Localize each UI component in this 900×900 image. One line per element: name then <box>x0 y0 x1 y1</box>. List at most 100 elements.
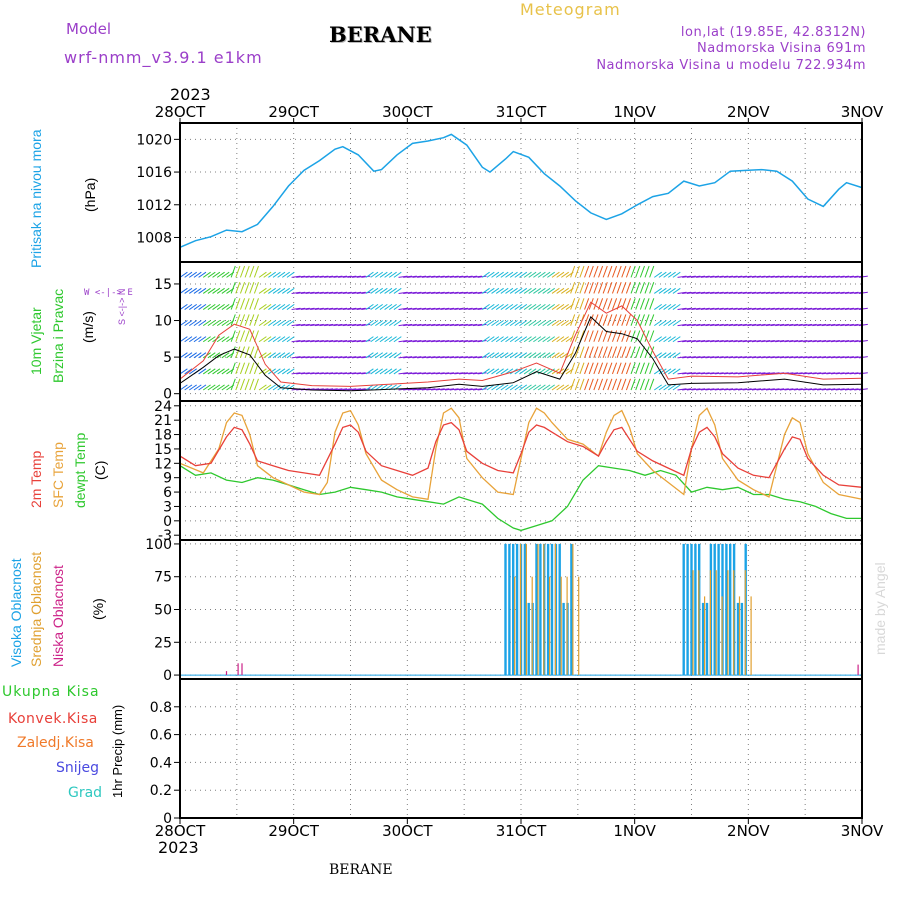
wind-arrow <box>733 323 743 327</box>
wind-arrow <box>444 291 455 294</box>
wind-arrow <box>542 271 551 278</box>
wind-arrow <box>635 378 641 391</box>
wind-arrow <box>849 372 859 375</box>
wind-arrow <box>807 323 817 327</box>
wind-arrow <box>756 291 766 294</box>
wind-arrow <box>426 372 436 375</box>
wind-arrow <box>751 388 761 391</box>
wind-arrow <box>849 356 859 359</box>
wind-arrow <box>696 340 706 343</box>
wind-arrow <box>388 368 397 375</box>
wind-arrow <box>319 340 329 343</box>
wind-arrow <box>789 388 799 391</box>
wind-arrow <box>286 271 295 278</box>
wind-arrow <box>798 291 808 294</box>
wind-arrow <box>635 346 641 359</box>
wind-arrow <box>258 384 267 391</box>
wind-arrow <box>621 362 627 375</box>
wind-arrow <box>338 323 348 327</box>
wind-arrow <box>844 291 854 294</box>
wind-arrow <box>635 314 641 326</box>
wind-arrow <box>249 314 255 326</box>
wind-arrow <box>682 356 692 359</box>
wind-arrow <box>235 346 241 359</box>
wind-arrow <box>393 336 402 343</box>
wind-arrow <box>342 275 352 278</box>
wind-arrow <box>537 303 546 310</box>
wind-arrow <box>779 356 789 359</box>
wind-arrow <box>812 372 822 375</box>
cloud-low-bar <box>225 671 228 675</box>
wind-arrow <box>789 275 799 278</box>
cloud-high-bar <box>717 543 720 675</box>
wind-arrow <box>221 287 230 294</box>
wind-unit: (m/s) <box>80 311 96 343</box>
wind-arrow <box>733 307 743 311</box>
wind-arrow <box>328 323 338 327</box>
wind-arrow <box>356 275 366 278</box>
wind-arrow <box>258 336 267 343</box>
wind-arrow <box>310 323 320 327</box>
wind-arrow <box>342 291 352 294</box>
wind-ytick-label: 10 <box>154 314 172 330</box>
wind-arrow <box>556 352 565 359</box>
wind-arrow <box>417 356 427 359</box>
pressure-ytick-label: 1008 <box>136 230 172 246</box>
wind-arrow <box>723 291 734 294</box>
wind-arrow <box>440 291 450 294</box>
wind-arrow <box>835 323 845 327</box>
wind-arrow <box>435 356 445 359</box>
wind-arrow <box>561 303 569 310</box>
wind-arrow <box>375 303 383 310</box>
wind-arrow <box>300 340 310 343</box>
wind-arrow <box>574 362 580 375</box>
cloud-high-label: Visoka Oblacnost <box>8 558 24 667</box>
wind-arrow <box>784 356 794 359</box>
wind-arrow <box>268 271 276 278</box>
wind-arrow <box>761 323 771 327</box>
wind-arrow <box>268 384 276 391</box>
wind-arrow <box>672 287 681 294</box>
wind-arrow <box>505 352 514 359</box>
wind-arrow <box>519 368 528 375</box>
wind-arrow <box>370 368 379 375</box>
wind-arrow <box>314 323 324 327</box>
wind-arrow <box>505 271 514 278</box>
wind-arrow <box>523 287 532 294</box>
wind-arrow <box>282 287 290 294</box>
wind-arrow <box>454 323 464 327</box>
wind-arrow <box>319 291 329 294</box>
wind-arrow <box>723 275 734 278</box>
wind-arrow <box>189 336 197 343</box>
wind-arrow <box>593 282 599 294</box>
wind-arrow <box>742 356 752 359</box>
wind-arrow <box>291 372 301 375</box>
wind-arrow <box>184 320 193 327</box>
wind-arrow <box>300 291 310 294</box>
wind-arrow <box>431 372 441 375</box>
wind-arrow <box>338 356 348 359</box>
wind-arrow <box>356 323 366 327</box>
wind-arrow <box>249 282 255 294</box>
wind-arrow <box>230 282 236 294</box>
wind-arrow <box>463 307 473 311</box>
wind-arrow <box>338 388 348 391</box>
wind-arrow <box>458 307 468 311</box>
wind-arrow <box>672 368 681 375</box>
wind-arrow <box>421 340 431 343</box>
wind-arrow <box>649 378 655 391</box>
wind-arrow <box>858 307 868 311</box>
wind-arrow <box>537 336 546 343</box>
cloud-mid-bar <box>543 543 545 675</box>
wind-arrow <box>751 323 761 327</box>
wind-arrow <box>184 368 193 375</box>
wind-arrow <box>324 340 334 343</box>
wind-arrow <box>570 314 576 326</box>
wind-arrow <box>639 314 645 326</box>
wind-arrow <box>212 287 221 294</box>
wind-arrow <box>305 291 315 294</box>
wind-arrow <box>486 352 495 359</box>
wind-arrow <box>444 388 455 391</box>
wind-arrow <box>858 372 868 375</box>
wind-arrow <box>616 330 622 342</box>
